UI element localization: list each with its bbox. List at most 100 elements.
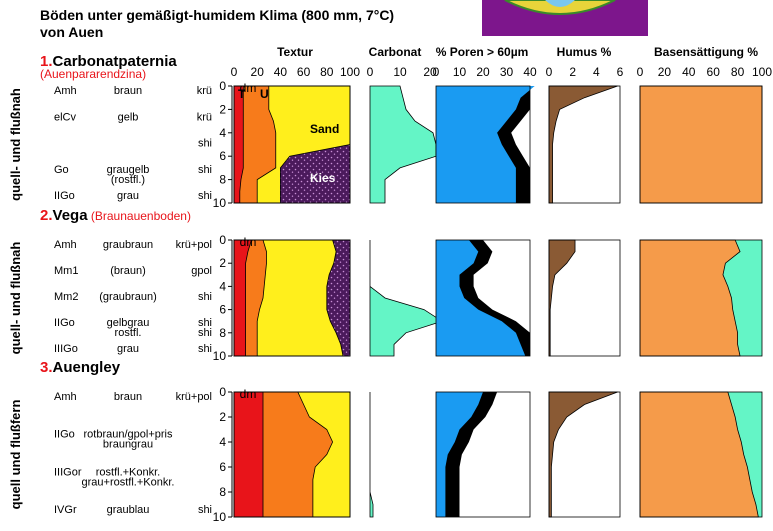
carbonat-area xyxy=(369,392,374,518)
horizon-color-2: (rostfl.) xyxy=(111,174,145,186)
humus-frame xyxy=(548,85,621,204)
horizon-carb: shi xyxy=(198,164,212,176)
textur-ton-area xyxy=(233,391,264,518)
horizon-carb: krü+pol xyxy=(176,239,212,251)
profile-2-plots: 0 2 4 6 8 10 dm xyxy=(213,233,763,363)
poren-frame xyxy=(435,391,531,518)
humus-area xyxy=(548,85,618,204)
tick-humus-3: 6 xyxy=(617,65,624,79)
depth-tick-label: 10 xyxy=(213,349,227,363)
profile-plots: 0 2 4 6 8 10 dm 0 2 4 6 8 10 dm 0 2 4 6 8 10 dm xyxy=(213,79,763,524)
tick-textur-4: 80 xyxy=(320,65,334,79)
horizon-carb-2: shi xyxy=(198,327,212,339)
horizon-color: grau xyxy=(117,343,139,355)
horizon-carb: shi xyxy=(198,190,212,202)
poren-blue-area xyxy=(436,86,535,203)
header-basen: Basensättigung % xyxy=(654,45,758,59)
horizon-name: IVGr xyxy=(54,504,77,516)
horizon-color-2: braungrau xyxy=(103,439,153,451)
profile-1-labels: 1.Carbonatpaternia(Auenpararendzina) quel… xyxy=(8,53,212,202)
depth-tick-label: 8 xyxy=(219,485,226,499)
depth-unit-label: dm xyxy=(240,387,257,401)
carbonat-area xyxy=(369,85,437,204)
horizon-name: Go xyxy=(54,164,69,176)
depth-unit-label: dm xyxy=(240,81,257,95)
horizon-name: IIGo xyxy=(54,190,75,202)
depth-tick-label: 4 xyxy=(219,435,226,449)
tick-carbonat-2: 20 xyxy=(423,65,437,79)
horizon-name: IIGo xyxy=(54,317,75,329)
tick-poren-1: 10 xyxy=(453,65,467,79)
tick-basen-0: 0 xyxy=(637,65,644,79)
axis-tick-labels: 0 20 40 60 80 100 0 10 200 10 20 30 40 0 2 4 6 0 20 40 60 80 1… xyxy=(231,65,773,79)
tick-basen-3: 60 xyxy=(707,65,721,79)
basen-frame xyxy=(639,391,763,518)
profile-side-label: quell- und flußnah xyxy=(8,88,23,201)
header-carbonat: Carbonat xyxy=(369,45,422,59)
depth-tick-label: 10 xyxy=(213,510,227,524)
depth-tick-label: 2 xyxy=(219,102,226,116)
basen-frame xyxy=(639,239,763,357)
horizon-color: (braun) xyxy=(110,265,145,277)
tick-poren-4: 40 xyxy=(523,65,537,79)
carbonat-area xyxy=(369,240,443,357)
depth-tick-label: 4 xyxy=(219,126,226,140)
tick-basen-2: 40 xyxy=(682,65,696,79)
horizon-name: Amh xyxy=(54,239,77,251)
humus-frame xyxy=(548,391,621,518)
depth-tick-label: 8 xyxy=(219,326,226,340)
tick-humus-1: 2 xyxy=(569,65,576,79)
horizon-name: Mm2 xyxy=(54,291,78,303)
label-ton: T xyxy=(238,87,246,101)
depth-tick-label: 10 xyxy=(213,196,227,210)
tick-textur-0: 0 xyxy=(231,65,238,79)
tick-textur-1: 20 xyxy=(251,65,265,79)
horizon-carb: shi xyxy=(198,138,212,150)
horizon-color: rostfl.+Konkr. xyxy=(96,466,161,478)
basen-area xyxy=(639,239,741,357)
basen-area xyxy=(639,85,763,204)
horizon-color-2: grau+rostfl.+Konkr. xyxy=(82,476,175,488)
profile-2-labels: 2.Vega (Braunauenboden) quell- und flußna… xyxy=(8,207,212,355)
profile-3-labels: 3.Auengley quell und flußfern Amh braun krü+… xyxy=(8,359,212,516)
tick-textur-2: 40 xyxy=(274,65,288,79)
horizon-color: graubraun xyxy=(103,239,153,251)
poren-blue-area xyxy=(436,392,483,517)
profile-name: 3.Auengley xyxy=(40,359,121,376)
depth-tick-label: 2 xyxy=(219,256,226,270)
horizon-carb: shi xyxy=(198,291,212,303)
depth-tick-label: 8 xyxy=(219,173,226,187)
tick-textur-5: 100 xyxy=(340,65,360,79)
poren-frame xyxy=(435,85,531,204)
horizon-color: grau xyxy=(117,190,139,202)
horizon-name: IIIGo xyxy=(54,343,78,355)
horizon-name: IIGo xyxy=(54,429,75,441)
humus-area xyxy=(548,239,576,357)
header-humus: Humus % xyxy=(557,45,612,59)
horizon-color: braun xyxy=(114,85,142,97)
textur-frame xyxy=(233,391,351,518)
horizon-name: IIIGor xyxy=(54,466,82,478)
depth-tick-label: 2 xyxy=(219,410,226,424)
basen-frame xyxy=(639,85,763,204)
profile-name: 2.Vega (Braunauenboden) xyxy=(40,207,191,224)
profile-side-label: quell und flußfern xyxy=(8,400,23,510)
horizon-name: Amh xyxy=(54,85,77,97)
horizon-carb: shi xyxy=(198,343,212,355)
profile-name: 1.Carbonatpaternia xyxy=(40,53,177,70)
horizon-carb: krü+pol xyxy=(176,391,212,403)
tick-humus-0: 0 xyxy=(546,65,553,79)
horizon-color: gelb xyxy=(118,111,139,123)
tick-poren-3: 30 xyxy=(500,65,514,79)
tick-poren-2: 20 xyxy=(476,65,490,79)
horizon-color: braun xyxy=(114,391,142,403)
label-sand: Sand xyxy=(310,122,339,136)
poren-blue-area xyxy=(436,240,526,356)
title-line-1: Böden unter gemäßigt-humidem Klima (800 … xyxy=(40,7,394,23)
landscape-logo xyxy=(482,0,648,36)
horizon-color: graublau xyxy=(107,504,150,516)
depth-tick-label: 6 xyxy=(219,460,226,474)
depth-tick-label: 6 xyxy=(219,303,226,317)
horizon-color: graugelb xyxy=(107,164,150,176)
